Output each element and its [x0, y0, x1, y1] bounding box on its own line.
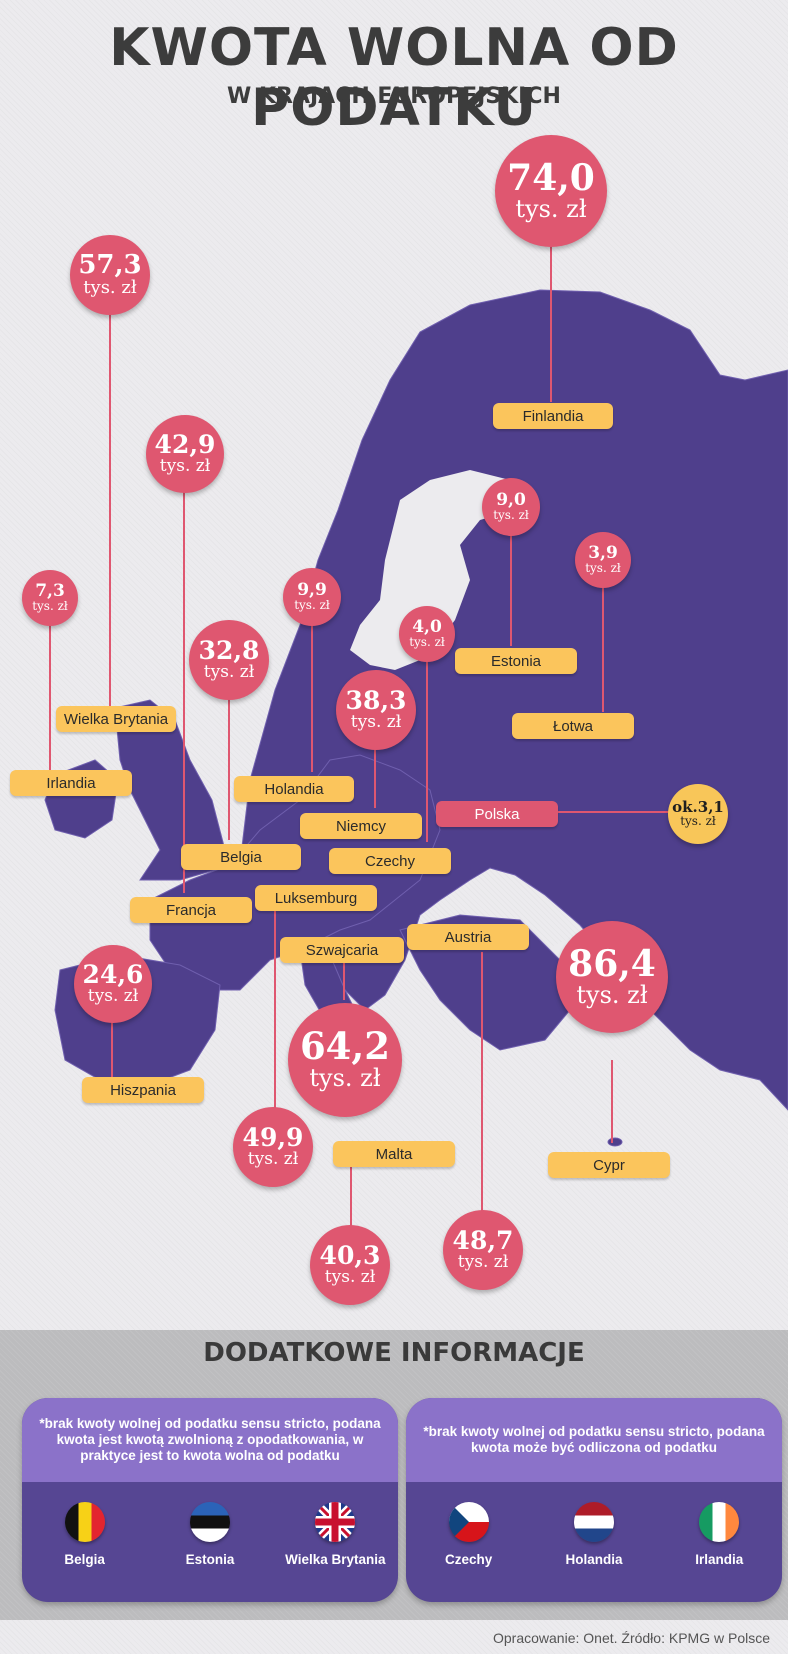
bubble-finlandia: 74,0 tys. zł: [495, 135, 607, 247]
label-wielka-brytania: Wielka Brytania: [56, 706, 176, 732]
label-malta: Malta: [333, 1141, 455, 1167]
bubble-lotwa: 3,9 tys. zł: [575, 532, 631, 588]
flag-item-wielka-brytania: Wielka Brytania: [275, 1502, 395, 1567]
unit-belgia: tys. zł: [203, 662, 255, 683]
label-francja: Francja: [130, 897, 252, 923]
great-britain: [114, 699, 226, 881]
info-card-left-note: *brak kwoty wolnej od podatku sensu stri…: [22, 1398, 398, 1482]
flag-label-estonia: Estonia: [185, 1552, 235, 1567]
label-polska: Polska: [436, 801, 558, 827]
value-czechy: 4,0: [412, 616, 442, 637]
source-footer: Opracowanie: Onet. Źródło: KPMG w Polsce: [493, 1630, 770, 1646]
flag-item-czechy: Czechy: [409, 1502, 529, 1567]
bubble-szwajcaria: 64,2 tys. zł: [288, 1003, 402, 1117]
unit-hiszpania: tys. zł: [87, 986, 139, 1007]
value-hiszpania: 24,6: [82, 960, 144, 990]
unit-luksemburg: tys. zł: [247, 1149, 299, 1170]
bubble-belgia: 32,8 tys. zł: [189, 620, 269, 700]
flag-label-czechy: Czechy: [445, 1552, 493, 1567]
bubble-cypr: 86,4 tys. zł: [556, 921, 668, 1033]
label-lotwa: Łotwa: [512, 713, 634, 739]
flag-label-wielka-brytania: Wielka Brytania: [285, 1552, 386, 1567]
unit-czechy: tys. zł: [409, 634, 445, 649]
info-card-right: *brak kwoty wolnej od podatku sensu stri…: [406, 1398, 782, 1602]
label-finlandia: Finlandia: [493, 403, 613, 429]
label-holandia: Holandia: [234, 776, 354, 802]
value-austria: 48,7: [452, 1226, 514, 1256]
flag-item-irlandia: Irlandia: [659, 1502, 779, 1567]
bubble-polska: ok.3,1 tys. zł: [668, 784, 728, 844]
bubble-francja: 42,9 tys. zł: [146, 415, 224, 493]
belgium-flag-icon: [64, 1502, 105, 1542]
unit-francja: tys. zł: [159, 456, 211, 477]
value-wielka-brytania: 57,3: [78, 250, 142, 281]
value-cypr: 86,4: [568, 942, 656, 985]
ireland-flag-icon: [699, 1502, 740, 1542]
bubble-czechy: 4,0 tys. zł: [399, 606, 455, 662]
value-malta: 40,3: [319, 1241, 381, 1271]
label-luksemburg: Luksemburg: [255, 885, 377, 911]
label-szwajcaria: Szwajcaria: [280, 937, 404, 963]
value-irlandia: 7,3: [35, 580, 65, 601]
unit-estonia: tys. zł: [493, 507, 529, 522]
unit-szwajcaria: tys. zł: [309, 1064, 381, 1093]
page-subtitle: W KRAJACH EUROPEJSKICH: [227, 84, 561, 109]
bubble-luksemburg: 49,9 tys. zł: [233, 1107, 313, 1187]
value-luksemburg: 49,9: [242, 1123, 304, 1153]
flag-label-belgia: Belgia: [64, 1552, 105, 1567]
bubble-wielka-brytania: 57,3 tys. zł: [70, 235, 150, 315]
czech-flag-icon: [448, 1502, 489, 1542]
cyprus-island: [607, 1137, 623, 1147]
bubble-austria: 48,7 tys. zł: [443, 1210, 523, 1290]
unit-lotwa: tys. zł: [585, 560, 621, 575]
value-finlandia: 74,0: [507, 156, 595, 199]
europe-map: [44, 240, 788, 1236]
estonia-flag-icon: [189, 1502, 230, 1542]
label-niemcy: Niemcy: [300, 813, 422, 839]
flag-item-estonia: Estonia: [150, 1502, 270, 1567]
unit-austria: tys. zł: [457, 1252, 509, 1273]
info-card-left: *brak kwoty wolnej od podatku sensu stri…: [22, 1398, 398, 1602]
label-hiszpania: Hiszpania: [82, 1077, 204, 1103]
unit-niemcy: tys. zł: [350, 712, 402, 733]
info-title: DODATKOWE INFORMACJE: [203, 1338, 585, 1368]
bubble-irlandia: 7,3 tys. zł: [22, 570, 78, 626]
bubble-holandia: 9,9 tys. zł: [283, 568, 341, 626]
flag-item-belgia: Belgia: [25, 1502, 145, 1567]
value-szwajcaria: 64,2: [299, 1024, 391, 1069]
unit-cypr: tys. zł: [576, 980, 648, 1009]
unit-malta: tys. zł: [324, 1267, 376, 1288]
value-lotwa: 3,9: [588, 542, 618, 563]
unit-holandia: tys. zł: [294, 597, 330, 612]
flag-label-holandia: Holandia: [565, 1552, 623, 1567]
label-austria: Austria: [407, 924, 529, 950]
netherlands-flag-icon: [573, 1502, 614, 1542]
bubble-estonia: 9,0 tys. zł: [482, 478, 540, 536]
label-cypr: Cypr: [548, 1152, 670, 1178]
label-estonia: Estonia: [455, 648, 577, 674]
label-belgia: Belgia: [181, 844, 301, 870]
baltic-sea: [350, 470, 515, 670]
unit-irlandia: tys. zł: [32, 598, 68, 613]
info-card-right-note: *brak kwoty wolnej od podatku sensu stri…: [406, 1398, 782, 1482]
label-czechy: Czechy: [329, 848, 451, 874]
value-francja: 42,9: [154, 430, 216, 460]
value-estonia: 9,0: [496, 489, 526, 510]
value-niemcy: 38,3: [345, 686, 407, 716]
unit-wielka-brytania: tys. zł: [83, 277, 137, 299]
value-belgia: 32,8: [198, 636, 260, 666]
bubble-niemcy: 38,3 tys. zł: [336, 670, 416, 750]
uk-flag-icon: [315, 1502, 356, 1542]
unit-polska: tys. zł: [680, 813, 716, 828]
bubble-malta: 40,3 tys. zł: [310, 1225, 390, 1305]
value-holandia: 9,9: [297, 579, 327, 600]
bubble-hiszpania: 24,6 tys. zł: [74, 945, 152, 1023]
page-title: KWOTA WOLNA OD PODATKU: [109, 18, 679, 138]
flag-label-irlandia: Irlandia: [695, 1552, 744, 1567]
value-polska: ok.3,1: [672, 797, 724, 816]
unit-finlandia: tys. zł: [515, 194, 587, 223]
flag-item-holandia: Holandia: [534, 1502, 654, 1567]
label-irlandia: Irlandia: [10, 770, 132, 796]
